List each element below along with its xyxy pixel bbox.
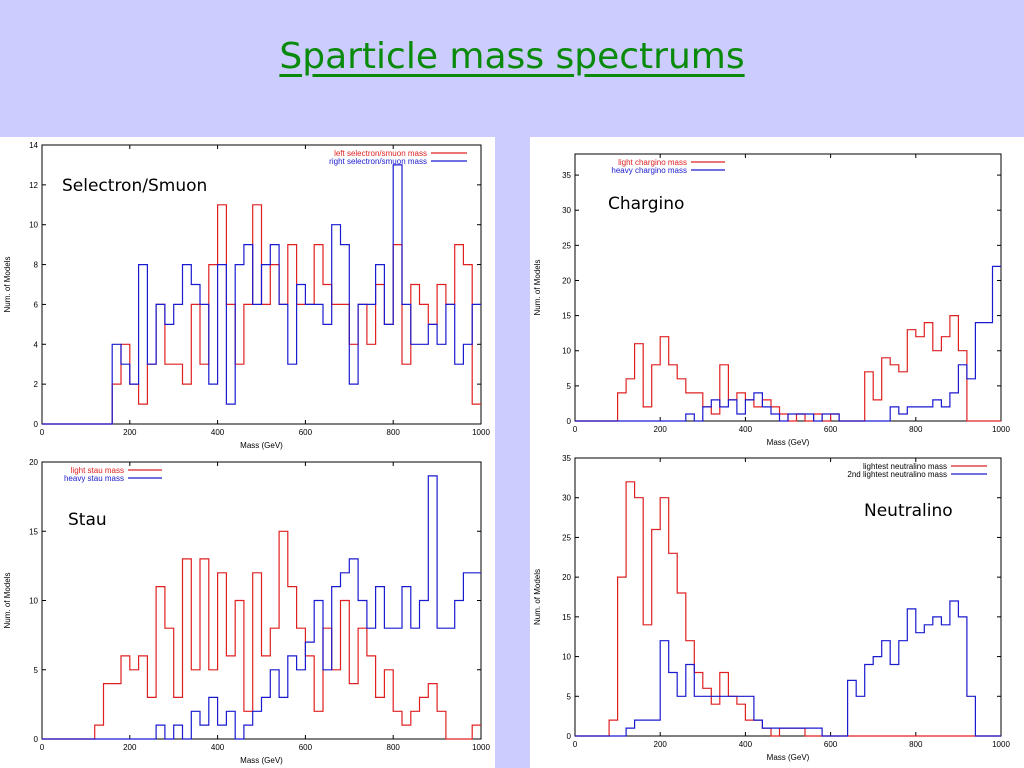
y-tick-label: 14 [29,141,38,150]
y-tick-label: 6 [34,300,39,309]
x-tick-label: 0 [40,743,45,752]
y-tick-label: 15 [29,527,38,536]
legend-label: left selectron/smuon mass [334,149,427,158]
x-tick-label: 200 [123,743,137,752]
legend-label: lightest neutralino mass [863,462,947,471]
y-tick-label: 20 [562,573,571,582]
slide-title: Sparticle mass spectrums [279,36,745,77]
x-axis-label: Mass (GeV) [767,438,810,447]
series-line-blue [575,600,1001,737]
y-tick-label: 15 [562,613,571,622]
y-tick-label: 4 [34,340,39,349]
chart-annotation: Selectron/Smuon [62,176,207,196]
x-tick-label: 600 [824,425,838,434]
x-tick-label: 0 [573,740,578,749]
y-axis-label: Num. of Models [3,256,12,312]
chart-chargino: 0 200 400 600 800 1000 0 5 10 15 20 25 30 35 Mass (GeV… [533,153,1010,447]
plot-frame [574,457,1002,737]
chart-panel-stau: 0 200 400 600 800 1000 0 5 10 15 20 Mass (GeV) Num. … [0,455,495,768]
y-tick-label: 10 [29,221,38,230]
y-tick-label: 0 [34,420,39,429]
x-axis-label: Mass (GeV) [240,441,283,450]
y-tick-label: 20 [562,276,571,285]
series-line-red [575,315,1001,422]
chart-selectron: 0 200 400 600 800 1000 0 2 4 6 8 10 12 14 Mass (GeV) Nu… [3,141,490,450]
series-line-blue [42,475,481,740]
chart-neutralino: 0 200 400 600 800 1000 0 5 10 15 20 25 30 35 Mass (GeV… [533,454,1010,762]
y-tick-label: 2 [34,380,39,389]
x-tick-label: 0 [40,428,45,437]
y-tick-label: 35 [562,454,571,463]
y-tick-label: 0 [567,732,572,741]
y-tick-label: 25 [562,241,571,250]
chart-panel-selectron: 0 200 400 600 800 1000 0 2 4 6 8 10 12 14 Mass (GeV) Nu… [0,137,495,455]
x-tick-label: 400 [739,740,753,749]
legend-label: light chargino mass [618,158,687,167]
x-axis-label: Mass (GeV) [240,756,283,765]
x-tick-label: 200 [654,740,668,749]
x-tick-label: 800 [387,743,401,752]
y-tick-label: 12 [29,181,38,190]
series-line-red [42,204,481,425]
series-line-blue [42,164,481,425]
y-tick-label: 10 [562,653,571,662]
chart-panel-neutralino: 0 200 400 600 800 1000 0 5 10 15 20 25 30 35 Mass (GeV… [530,453,1024,768]
y-tick-label: 10 [29,597,38,606]
chart-annotation: Neutralino [864,501,953,521]
x-tick-label: 400 [211,743,225,752]
x-tick-label: 0 [573,425,578,434]
x-tick-label: 1000 [472,743,490,752]
chart-stau: 0 200 400 600 800 1000 0 5 10 15 20 Mass (GeV) Num. … [3,458,490,765]
x-tick-label: 1000 [992,740,1010,749]
legend-label: 2nd lightest neutralino mass [847,470,947,479]
chart-annotation: Chargino [608,194,684,214]
y-tick-label: 30 [562,494,571,503]
y-tick-label: 5 [34,666,39,675]
y-axis-label: Num. of Models [3,572,12,628]
x-tick-label: 800 [387,428,401,437]
y-axis-label: Num. of Models [533,259,542,315]
series-line-blue [575,265,1001,422]
x-tick-label: 800 [909,740,923,749]
y-tick-label: 10 [562,347,571,356]
legend-label: right selectron/smuon mass [329,157,427,166]
x-tick-label: 200 [654,425,668,434]
plot-frame [41,144,482,425]
legend-label: heavy stau mass [64,474,124,483]
x-tick-label: 600 [824,740,838,749]
x-tick-label: 200 [123,428,137,437]
y-tick-label: 8 [34,261,39,270]
y-tick-label: 30 [562,206,571,215]
y-tick-label: 20 [29,458,38,467]
y-tick-label: 5 [567,692,572,701]
y-tick-label: 35 [562,171,571,180]
x-tick-label: 1000 [992,425,1010,434]
x-axis-label: Mass (GeV) [767,753,810,762]
legend-label: heavy chargino mass [611,166,687,175]
chart-panel-chargino: 0 200 400 600 800 1000 0 5 10 15 20 25 30 35 Mass (GeV… [530,137,1024,453]
y-axis-label: Num. of Models [533,569,542,625]
y-tick-label: 25 [562,533,571,542]
series-line-red [42,530,481,740]
x-tick-label: 600 [299,743,313,752]
series-line-red [575,481,1001,737]
x-tick-label: 800 [909,425,923,434]
x-tick-label: 400 [739,425,753,434]
chart-annotation: Stau [68,510,107,530]
y-tick-label: 5 [567,382,572,391]
legend-label: light stau mass [71,466,124,475]
y-tick-label: 0 [567,417,572,426]
x-tick-label: 1000 [472,428,490,437]
y-tick-label: 15 [562,312,571,321]
x-tick-label: 400 [211,428,225,437]
y-tick-label: 0 [34,735,39,744]
x-tick-label: 600 [299,428,313,437]
